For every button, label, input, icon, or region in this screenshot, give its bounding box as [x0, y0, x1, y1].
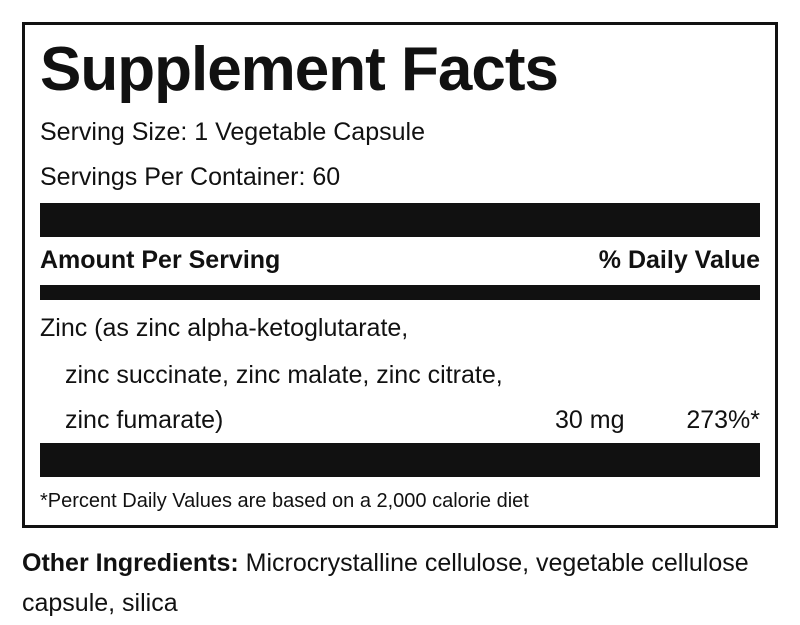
- divider-bar: [40, 285, 760, 300]
- divider-bar: [40, 203, 760, 237]
- ingredient-amount: 30 mg: [555, 406, 625, 434]
- column-header: % Daily Value: [598, 246, 760, 274]
- other-ingredients: Other Ingredients: Microcrystalline cell…: [22, 543, 767, 623]
- title: Supplement Facts: [40, 35, 559, 104]
- serving-size: Serving Size: 1 Vegetable Capsule: [40, 118, 425, 146]
- ingredient-name: Zinc (as zinc alpha-ketoglutarate,: [40, 314, 409, 342]
- footnote: *Percent Daily Values are based on a 2,0…: [40, 490, 529, 512]
- other-ingredients-label: Other Ingredients:: [22, 549, 239, 577]
- other-ingredients-text: Microcrystalline cellulose, vegetable ce…: [22, 549, 749, 617]
- servings-per-container: Servings Per Container: 60: [40, 163, 341, 191]
- column-header: Amount Per Serving: [40, 246, 281, 274]
- supplement-facts-panel: Supplement Facts Serving Size: 1 Vegetab…: [22, 22, 778, 528]
- ingredient-name: zinc succinate, zinc malate, zinc citrat…: [65, 361, 503, 389]
- ingredient-daily-value: 273%*: [686, 406, 760, 434]
- ingredient-name: zinc fumarate): [65, 406, 224, 434]
- divider-bar: [40, 443, 760, 477]
